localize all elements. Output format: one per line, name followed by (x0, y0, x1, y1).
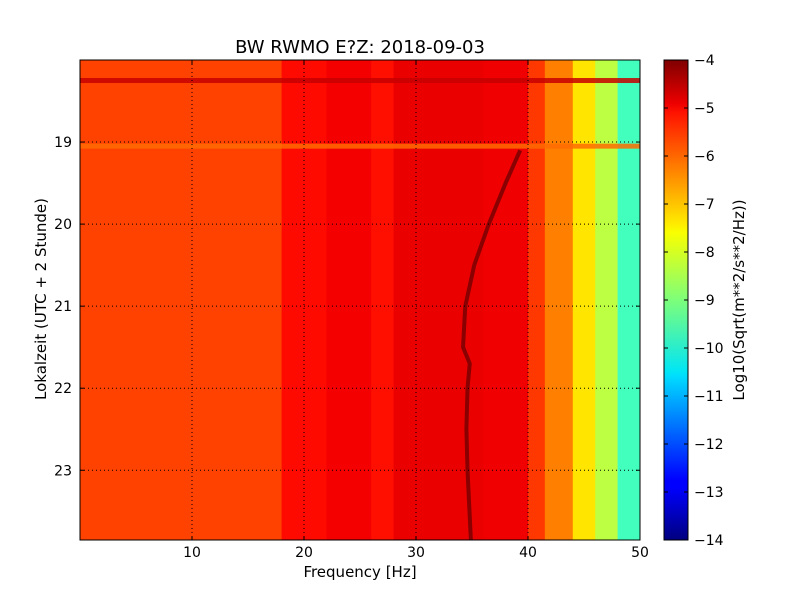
spectral-band-0 (80, 60, 283, 540)
grid-lines (80, 60, 640, 540)
colorbar-tick-label: −13 (694, 485, 724, 501)
y-axis-ticks: 19 20 21 22 23 (54, 135, 640, 479)
colorbar-ticks: −4 −5 −6 −7 −8 −9 −10 −11 −12 −13 −14 (664, 53, 724, 549)
spectral-band-2 (326, 60, 372, 540)
colorbar-tick-label: −5 (694, 101, 715, 117)
x-tick-label: 50 (631, 545, 649, 561)
spectral-band-9 (595, 60, 619, 540)
x-tick-label: 30 (407, 545, 425, 561)
spectral-band-8 (572, 60, 596, 540)
event-stripe-1 (80, 143, 640, 149)
y-tick-label: 21 (54, 299, 72, 315)
colorbar-tick-label: −7 (694, 197, 715, 213)
chart-title: BW RWMO E?Z: 2018-09-03 (235, 37, 485, 58)
colorbar-tick-label: −12 (694, 437, 724, 453)
x-tick-label: 20 (295, 545, 313, 561)
spectral-band-10 (617, 60, 640, 540)
time-events (80, 78, 640, 149)
y-tick-label: 23 (54, 463, 72, 479)
spectral-band-5 (483, 60, 529, 540)
colorbar-tick-label: −9 (694, 293, 715, 309)
spectral-band-6 (528, 60, 546, 540)
colorbar-label: Log10(Sqrt(m**2/s**2/Hz)) (730, 199, 748, 400)
x-axis-label: Frequency [Hz] (303, 563, 416, 581)
colorbar-tick-label: −11 (694, 389, 724, 405)
colorbar-tick-label: −14 (694, 533, 724, 549)
spectral-bands (80, 60, 640, 540)
y-tick-label: 22 (54, 381, 72, 397)
spectral-band-7 (544, 60, 574, 540)
colorbar-tick-label: −6 (694, 149, 715, 165)
spectral-band-3 (371, 60, 395, 540)
plot-frame (79, 59, 641, 541)
colorbar-tick-label: −10 (694, 341, 724, 357)
heatmap-plot-area (80, 60, 640, 540)
x-tick-label: 40 (519, 545, 537, 561)
y-tick-label: 20 (54, 217, 72, 233)
colorbar-tick-label: −8 (694, 245, 715, 261)
colorbar: −4 −5 −6 −7 −8 −9 −10 −11 −12 −13 −14 (663, 53, 724, 549)
x-axis-ticks: 10 20 30 40 50 (183, 60, 649, 561)
colorbar-tick-label: −4 (694, 53, 715, 69)
x-tick-label: 10 (183, 545, 201, 561)
y-axis-label: Lokalzeit (UTC + 2 Stunde) (32, 198, 50, 400)
spectral-band-4 (393, 60, 484, 540)
event-stripe-0 (80, 78, 640, 84)
y-tick-label: 19 (54, 135, 72, 151)
drifting-tone-line (461, 149, 522, 540)
